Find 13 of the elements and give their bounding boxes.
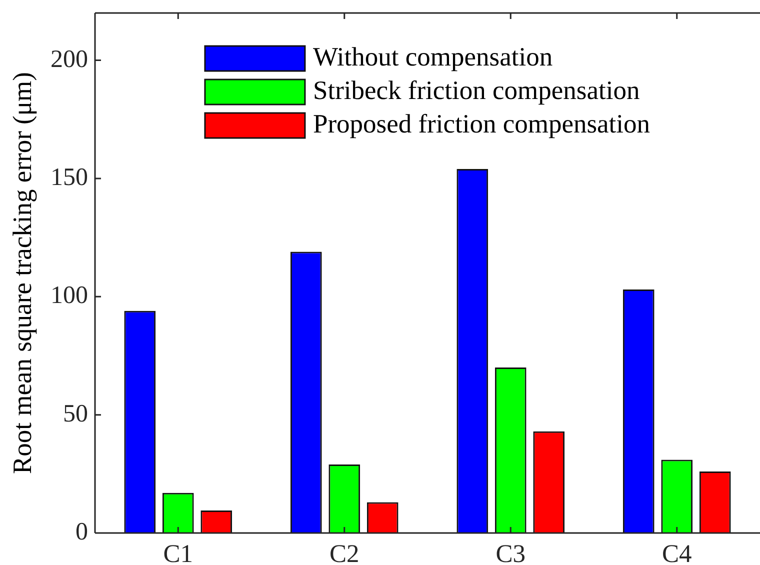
y-tick-label: 50 [63,400,88,428]
x-tick-label: C1 [163,539,194,565]
legend-label: Stribeck friction compensation [312,74,640,105]
y-axis-title: Root mean square tracking error (μm) [6,72,37,474]
x-tick-label: C4 [662,539,692,565]
legend-label: Proposed friction compensation [312,108,650,138]
legend-label: Without compensation [312,41,553,72]
x-tick-label: C3 [496,539,526,565]
y-tick-label: 150 [50,164,88,192]
y-tick-label: 100 [50,282,88,310]
x-tick-label: C2 [329,539,360,565]
y-tick-label: 0 [76,518,88,546]
y-tick-label: 200 [50,46,88,73]
